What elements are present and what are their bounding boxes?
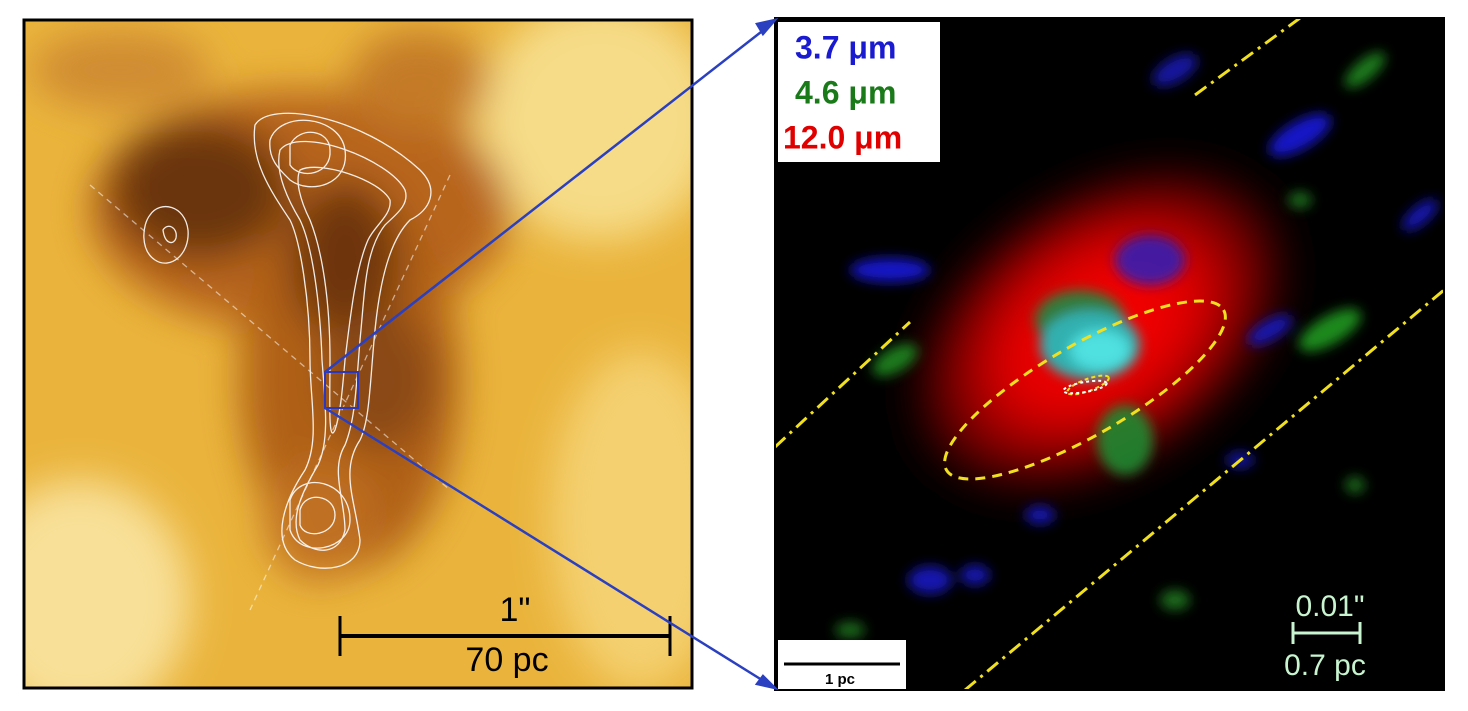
inset-physical: 0.7 pc — [1284, 649, 1366, 682]
legend-entry: 3.7 μm — [795, 29, 896, 65]
zoom-box — [324, 371, 359, 409]
scale-physical: 70 pc — [465, 641, 548, 679]
right-image — [775, 18, 1444, 690]
legend-entry: 12.0 μm — [783, 119, 902, 155]
scale-angular: 1" — [500, 591, 531, 629]
legend-box — [778, 22, 940, 162]
left-image — [24, 20, 692, 688]
left-frame — [22, 18, 694, 690]
connectors — [324, 17, 779, 691]
contours — [89, 112, 451, 611]
legend-entry: 4.6 μm — [795, 74, 896, 110]
scale-physical: 1 pc — [825, 671, 855, 688]
inset-scale-bar — [1291, 622, 1362, 644]
inset-angular: 0.01" — [1295, 590, 1364, 623]
right-frame — [774, 17, 1445, 691]
overlays — [775, 18, 1444, 690]
